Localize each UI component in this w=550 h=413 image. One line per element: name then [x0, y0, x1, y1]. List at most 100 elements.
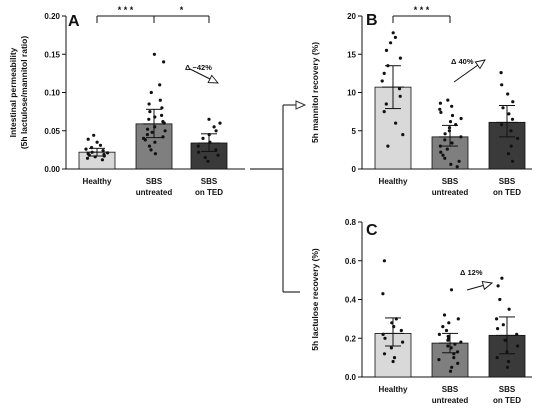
- data-point: [495, 356, 499, 360]
- panel-connector-arrows: [250, 100, 307, 293]
- data-point: [452, 352, 456, 356]
- data-point: [496, 284, 500, 288]
- data-point: [101, 149, 105, 153]
- data-point: [98, 143, 103, 147]
- data-point: [382, 110, 386, 114]
- connector-arrowhead-b: [295, 100, 307, 110]
- data-point: [149, 90, 153, 95]
- data-point: [450, 104, 454, 108]
- data-point: [214, 148, 218, 152]
- data-point: [399, 328, 403, 333]
- data-point: [382, 352, 387, 356]
- data-point: [160, 106, 164, 110]
- data-point: [503, 338, 507, 342]
- data-point: [92, 133, 96, 137]
- data-point: [147, 117, 151, 121]
- y-axis-label: Intestinal permeability: [8, 47, 18, 137]
- data-point: [389, 41, 393, 45]
- x-category-label: SBS: [442, 385, 459, 394]
- data-point: [207, 133, 211, 137]
- data-point: [212, 125, 216, 129]
- significance-label: * * *: [118, 5, 134, 15]
- data-point: [439, 150, 443, 154]
- data-point: [102, 152, 106, 157]
- y-axis-label: (5h lactulose/mannitol ratio): [19, 36, 29, 150]
- data-point: [398, 94, 402, 98]
- data-point: [161, 120, 165, 124]
- data-point: [452, 356, 456, 360]
- data-point: [447, 129, 451, 133]
- data-point: [382, 259, 386, 263]
- data-point: [506, 359, 511, 364]
- x-category-label: SBS: [499, 385, 516, 394]
- data-point: [459, 116, 463, 121]
- data-point: [442, 313, 447, 317]
- data-point: [516, 344, 520, 348]
- x-category-label: on TED: [493, 396, 521, 405]
- data-point: [392, 325, 396, 329]
- data-point: [84, 147, 88, 151]
- data-point: [386, 144, 390, 148]
- data-point: [459, 135, 463, 139]
- data-point: [456, 361, 460, 365]
- y-tick-label: 20: [347, 12, 356, 21]
- data-point: [208, 140, 212, 144]
- data-point: [500, 123, 504, 127]
- data-point: [163, 129, 167, 133]
- data-point: [509, 129, 513, 133]
- data-point: [148, 110, 152, 114]
- data-point: [146, 127, 150, 131]
- data-point: [216, 153, 220, 157]
- data-point: [438, 101, 442, 105]
- data-point: [443, 156, 447, 160]
- data-point: [499, 71, 503, 75]
- panel-a: A 0.00 0.05 0.10 0.15 0.20 Intestinal permeabi…: [8, 5, 245, 197]
- delta-arrowhead: [474, 59, 486, 70]
- data-point: [449, 346, 453, 350]
- data-point: [507, 112, 511, 116]
- data-point: [506, 92, 510, 96]
- delta-arrowhead: [481, 281, 494, 291]
- data-point: [450, 365, 454, 369]
- data-point: [382, 71, 386, 75]
- y-tick-label: 0: [352, 165, 357, 174]
- significance-label: *: [180, 5, 184, 15]
- bar-1: [374, 333, 412, 378]
- data-point: [95, 140, 99, 144]
- panel-c: C 0.0 0.2 0.4 0.6 0.8 5h lactulose recovery (%…: [310, 218, 532, 405]
- data-point: [203, 155, 207, 160]
- data-point: [397, 87, 402, 91]
- data-point: [391, 359, 395, 364]
- data-point: [386, 64, 390, 68]
- y-tick-label: 5: [352, 127, 357, 136]
- significance-label: * * *: [414, 5, 430, 15]
- data-point: [85, 156, 90, 160]
- data-point: [149, 148, 153, 152]
- x-category-label: Healthy: [379, 385, 408, 394]
- data-point: [86, 152, 90, 156]
- data-point: [447, 321, 451, 325]
- data-point: [510, 159, 515, 163]
- y-axis-label: 5h lactulose recovery (%): [310, 248, 320, 351]
- y-tick-label: 0.15: [44, 50, 60, 59]
- data-point: [445, 147, 449, 151]
- delta-arrowhead: [207, 74, 219, 84]
- data-point: [444, 328, 449, 333]
- data-point: [446, 98, 450, 102]
- data-point: [446, 334, 450, 338]
- x-category-label: SBS: [201, 177, 218, 186]
- data-point: [501, 106, 505, 110]
- data-point: [457, 159, 461, 163]
- data-point: [201, 136, 205, 140]
- x-category-label: on TED: [493, 188, 521, 197]
- data-point: [505, 350, 509, 354]
- data-point: [500, 276, 504, 280]
- y-tick-label: 0.05: [44, 127, 60, 136]
- x-category-label: untreated: [136, 188, 173, 197]
- data-point: [456, 317, 460, 321]
- data-point: [437, 358, 441, 362]
- data-point: [516, 136, 520, 140]
- data-point: [145, 133, 149, 137]
- data-point: [446, 344, 450, 348]
